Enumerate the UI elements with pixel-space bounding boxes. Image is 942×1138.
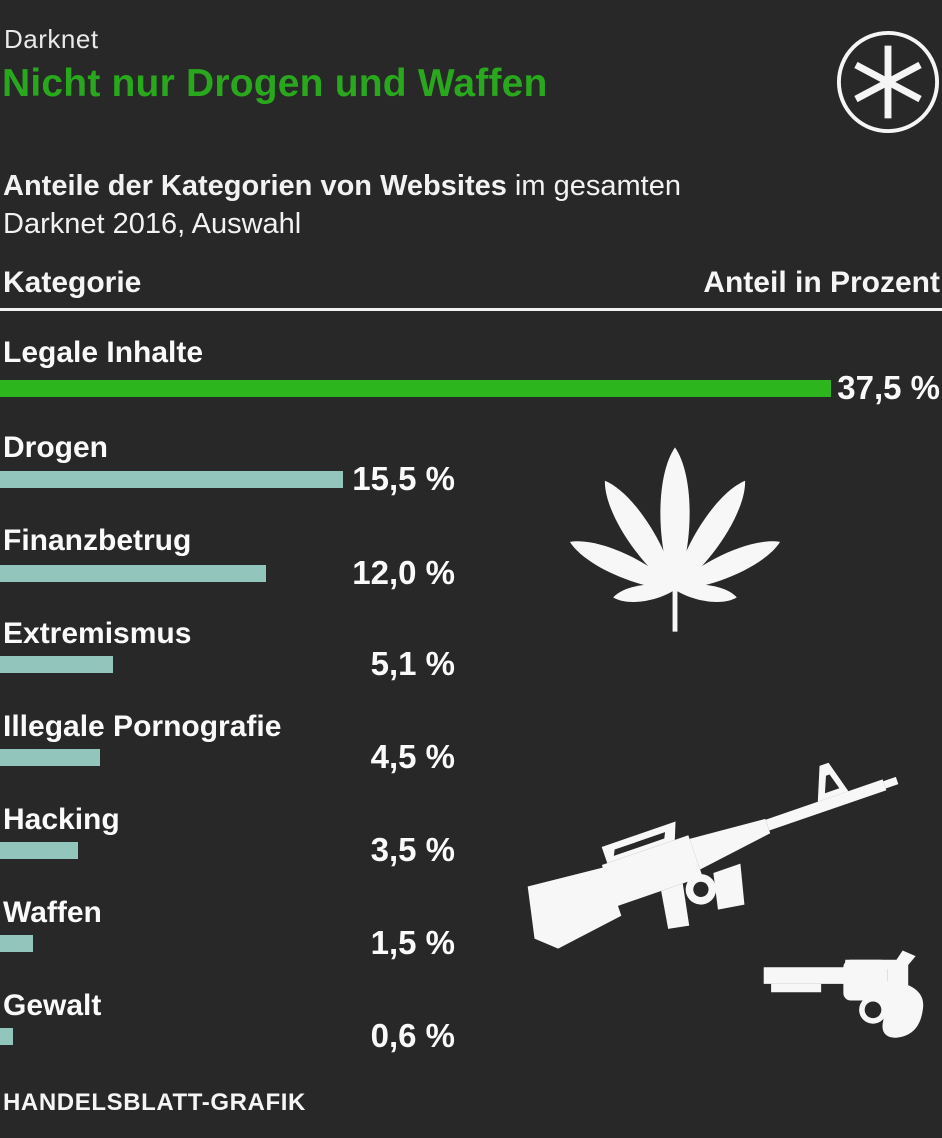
category-label: Waffen — [3, 896, 102, 929]
value-label: 4,5 % — [370, 738, 455, 775]
category-label: Finanzbetrug — [3, 524, 192, 557]
source-credit: HANDELSBLATT-GRAFIK — [3, 1089, 306, 1116]
column-header-category: Kategorie — [3, 266, 142, 299]
value-label: 15,5 % — [352, 460, 455, 497]
bar — [0, 565, 266, 582]
bar — [0, 935, 33, 952]
kicker: Darknet — [4, 24, 99, 54]
value-label: 1,5 % — [370, 924, 455, 961]
bar — [0, 656, 113, 673]
value-label: 3,5 % — [370, 831, 455, 868]
bar — [0, 471, 343, 488]
value-label: 0,6 % — [370, 1017, 455, 1054]
value-label: 5,1 % — [370, 645, 455, 682]
chart-subtitle: Anteile der Kategorien von Websites im g… — [3, 167, 681, 243]
bar — [0, 749, 100, 766]
category-label: Hacking — [3, 803, 120, 836]
subtitle-bold: Anteile der Kategorien von Websites — [3, 170, 507, 202]
subtitle-line2: Darknet 2016, Auswahl — [3, 208, 302, 240]
bar — [0, 380, 831, 397]
column-header-value: Anteil in Prozent — [703, 266, 940, 299]
category-label: Legale Inhalte — [3, 336, 204, 369]
page-title: Nicht nur Drogen und Waffen — [2, 62, 548, 105]
category-label: Illegale Pornografie — [3, 710, 282, 743]
header-divider — [0, 308, 942, 311]
category-label: Gewalt — [3, 989, 102, 1022]
asterisk-in-circle-icon — [836, 30, 940, 134]
category-label: Extremismus — [3, 617, 192, 650]
value-label: 12,0 % — [352, 554, 455, 591]
bar — [0, 842, 78, 859]
value-label: 37,5 % — [837, 369, 940, 406]
category-label: Drogen — [3, 431, 108, 464]
subtitle-rest: im gesamten — [506, 170, 681, 202]
bar — [0, 1028, 13, 1045]
